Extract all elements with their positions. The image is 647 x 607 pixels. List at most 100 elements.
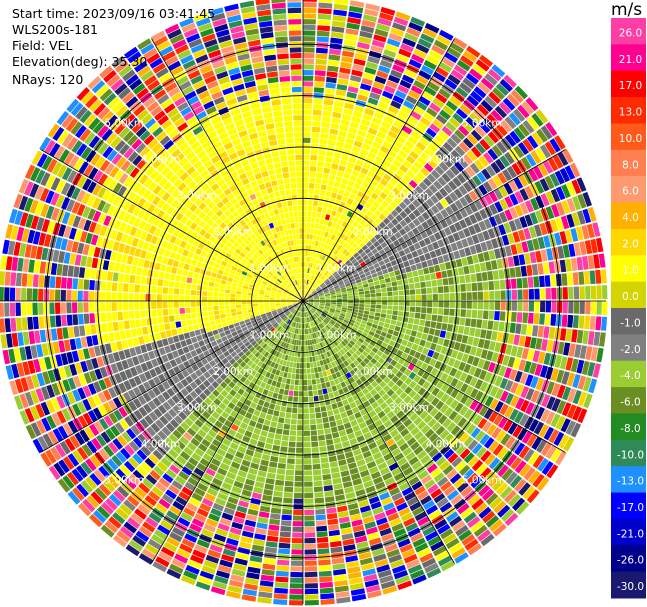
- radar-gate: [331, 348, 337, 355]
- radar-gate: [307, 379, 312, 385]
- radar-gate: [443, 433, 454, 444]
- radar-gate: [454, 369, 463, 380]
- radar-gate: [551, 398, 561, 412]
- radar-gate: [311, 217, 316, 223]
- radar-gate: [320, 353, 326, 360]
- radar-gate: [383, 376, 391, 384]
- radar-gate: [73, 326, 80, 338]
- radar-gate: [310, 309, 314, 314]
- radar-gate: [267, 530, 279, 537]
- radar-gate: [415, 306, 421, 313]
- radar-gate: [450, 425, 461, 436]
- radar-gate: [347, 180, 355, 188]
- radar-gate: [522, 120, 535, 134]
- radar-gate: [359, 304, 365, 307]
- radar-gate: [522, 485, 536, 500]
- radar-gate: [504, 406, 514, 418]
- radar-gate: [264, 303, 270, 306]
- radar-gate: [317, 542, 329, 549]
- radar-gate: [409, 150, 419, 160]
- radar-gate: [442, 464, 454, 476]
- radar-gate: [470, 146, 482, 158]
- radar-gate: [363, 310, 370, 315]
- radar-gate: [431, 279, 438, 287]
- radar-gate: [358, 36, 372, 45]
- radar-gate: [392, 305, 399, 311]
- radar-gate: [453, 316, 460, 325]
- radar-gate: [356, 435, 365, 443]
- radar-gate: [277, 376, 283, 383]
- radar-gate: [381, 200, 389, 209]
- radar-gate: [72, 314, 79, 326]
- radar-gate: [459, 275, 466, 284]
- radar-gate: [317, 25, 331, 32]
- radar-gate: [348, 298, 354, 301]
- radar-gate: [432, 71, 446, 83]
- radar-gate: [484, 395, 494, 407]
- radar-gate: [322, 285, 327, 290]
- radar-gate: [312, 109, 322, 116]
- radar-gate: [317, 343, 321, 349]
- radar-gate: [363, 364, 371, 372]
- radar-gate: [259, 580, 274, 587]
- radar-gate: [361, 143, 371, 151]
- radar-gate: [331, 334, 337, 340]
- radar-gate: [262, 494, 273, 502]
- radar-gate: [309, 316, 312, 322]
- radar-gate: [90, 324, 97, 335]
- radar-gate: [392, 95, 405, 105]
- radar-gate: [336, 292, 342, 296]
- radar-gate: [435, 150, 446, 161]
- radar-gate: [433, 180, 443, 190]
- radar-gate: [307, 304, 312, 309]
- radar-gate: [516, 346, 524, 358]
- radar-gate: [410, 189, 420, 199]
- radar-gate: [443, 448, 455, 460]
- radar-gate: [453, 250, 461, 260]
- radar-gate: [327, 284, 333, 288]
- radar-gate: [544, 141, 556, 156]
- radar-gate: [283, 492, 293, 498]
- radar-gate: [184, 295, 191, 301]
- radar-gate: [320, 127, 330, 134]
- radar-gate: [139, 302, 145, 310]
- radar-gate: [441, 382, 450, 393]
- radar-gate: [484, 95, 498, 109]
- radar-gate: [383, 257, 390, 264]
- radar-gate: [308, 183, 315, 189]
- radar-gate: [319, 305, 325, 308]
- radar-gate: [310, 251, 314, 257]
- radar-gate: [307, 293, 312, 298]
- radar-gate: [167, 336, 175, 345]
- radar-gate: [365, 485, 376, 494]
- radar-gate: [319, 274, 324, 279]
- radar-gate: [568, 243, 576, 257]
- radar-gate: [318, 323, 323, 329]
- radar-gate: [201, 296, 208, 301]
- radar-gate: [315, 412, 322, 419]
- radar-gate: [492, 321, 499, 331]
- radar-gate: [365, 392, 373, 400]
- radar-gate: [450, 377, 459, 388]
- radar-gate: [224, 301, 230, 306]
- radar-gate: [410, 441, 420, 451]
- radar-gate: [417, 215, 426, 224]
- radar-gate: [320, 314, 326, 319]
- radar-gate: [379, 145, 390, 154]
- radar-gate: [304, 509, 315, 516]
- radar-gate: [352, 221, 359, 228]
- radar-gate: [136, 327, 143, 337]
- radar-gate: [566, 198, 576, 212]
- radar-gate: [353, 182, 361, 190]
- radar-gate: [577, 193, 587, 209]
- radar-gate: [463, 452, 475, 464]
- radar-gate: [536, 128, 548, 143]
- radar-gate: [309, 257, 312, 263]
- radar-gate: [440, 372, 449, 382]
- radar-gate: [481, 271, 488, 281]
- radar-gate: [372, 506, 384, 515]
- radar-gate: [330, 123, 340, 130]
- radar-gate: [500, 508, 515, 522]
- radar-gate: [458, 141, 470, 153]
- radar-gate: [489, 519, 503, 532]
